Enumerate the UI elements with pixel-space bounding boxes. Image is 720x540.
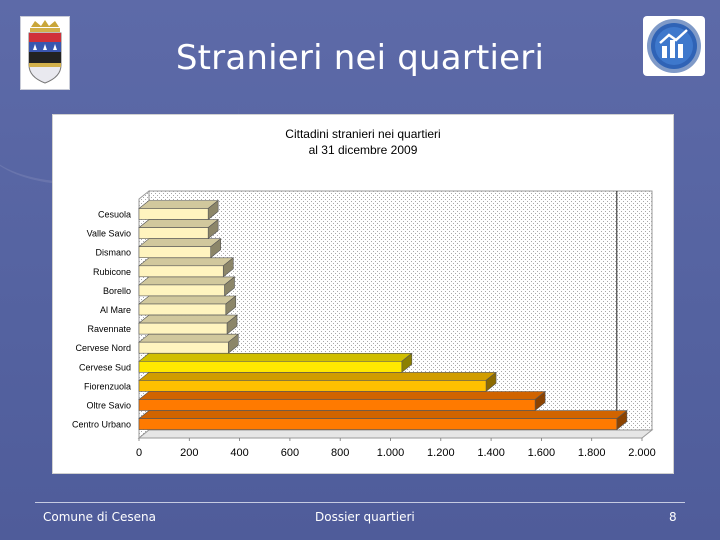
city-crest-logo: [20, 16, 70, 90]
x-tick-label: 1.800: [578, 447, 606, 459]
category-label: Borello: [103, 286, 131, 296]
bar-valle-savio: [138, 218, 220, 240]
x-tick-label: 0: [136, 447, 142, 459]
footer-left: Comune di Cesena: [43, 510, 156, 524]
statistics-logo: [643, 16, 705, 76]
x-tick-label: 1.400: [477, 447, 505, 459]
chart-title: Cittadini stranieri nei quartieri: [285, 127, 440, 141]
x-tick-label: 1.200: [427, 447, 455, 459]
footer-center: Dossier quartieri: [315, 510, 415, 524]
category-label: Oltre Savio: [86, 401, 131, 411]
chart-container: Cittadini stranieri nei quartieri al 31 …: [52, 114, 674, 474]
x-tick-label: 200: [180, 447, 198, 459]
chart-subtitle: al 31 dicembre 2009: [309, 143, 418, 157]
bar-borello: [138, 276, 236, 297]
category-label: Valle Savio: [87, 229, 131, 239]
category-label: Fiorenzuola: [84, 381, 131, 391]
x-tick-label: 600: [281, 447, 299, 459]
plot-floor: [137, 429, 654, 439]
bar-ravennate: [138, 314, 238, 335]
category-label: Cesuola: [98, 210, 131, 220]
x-tick-label: 800: [331, 447, 349, 459]
bar-oltre-savio: [138, 390, 546, 412]
x-tick-label: 1.000: [377, 447, 405, 459]
bar-dismano: [138, 238, 222, 259]
x-tick-label: 400: [230, 447, 248, 459]
slide-title: Stranieri nei quartieri: [175, 38, 545, 78]
bar-centro-urbano: [138, 409, 628, 431]
category-label: Rubicone: [93, 267, 131, 277]
x-tick-label: 1.600: [528, 447, 556, 459]
x-tick-label: 2.000: [628, 447, 656, 459]
footer-divider: [35, 502, 685, 503]
category-label: Cervese Sud: [79, 362, 131, 372]
category-label: Al Mare: [100, 305, 131, 315]
category-label: Ravennate: [87, 324, 131, 334]
bar-cervese-sud: [138, 352, 413, 373]
category-label: Cervese Nord: [75, 343, 131, 353]
category-label: Centro Urbano: [72, 420, 131, 430]
bar-chart: Cittadini stranieri nei quartieri al 31 …: [72, 127, 656, 459]
page-number: 8: [669, 510, 677, 524]
bar-rubicone: [138, 257, 235, 278]
bar-fiorenzuola: [138, 371, 497, 393]
bar-cesuola: [138, 199, 220, 221]
bar-al-mare: [138, 295, 237, 316]
category-label: Dismano: [95, 248, 131, 258]
bar-cervese-nord: [138, 333, 240, 354]
